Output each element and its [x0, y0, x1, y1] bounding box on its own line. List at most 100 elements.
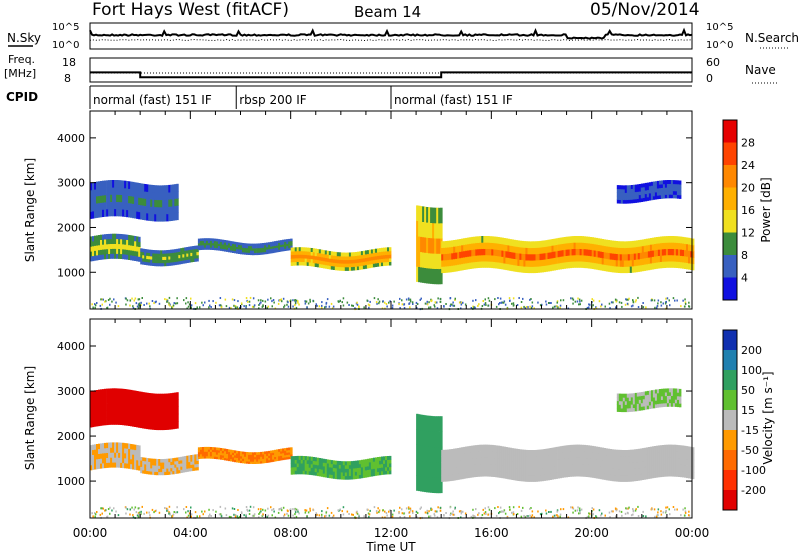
power-cell	[186, 253, 189, 257]
power-cell	[449, 240, 452, 248]
power-cell	[106, 201, 109, 210]
velocity-cell	[240, 451, 243, 455]
power-speckle	[151, 300, 154, 302]
power-cell	[509, 239, 512, 246]
power-speckle	[626, 298, 628, 301]
power-cell	[350, 259, 354, 264]
power-cell	[561, 237, 564, 244]
power-cell	[228, 245, 231, 248]
power-cell	[126, 244, 129, 250]
velocity-cell	[138, 420, 141, 428]
velocity-cell	[529, 475, 532, 482]
velocity-cell	[587, 464, 591, 471]
power-cell	[440, 268, 443, 285]
velocity-speckle	[339, 508, 341, 511]
velocity-cell	[148, 400, 151, 408]
velocity-cell	[377, 457, 380, 461]
power-speckle	[183, 299, 185, 302]
velocity-cell	[629, 468, 633, 476]
power-cell	[659, 261, 663, 269]
colorbar-swatch	[723, 470, 737, 491]
velocity-speckle	[251, 514, 254, 517]
power-cell	[100, 209, 103, 218]
velocity-cell	[90, 405, 93, 413]
velocity-cell	[662, 392, 666, 397]
velocity-cell	[663, 444, 667, 452]
power-cell	[463, 263, 466, 270]
velocity-cell	[553, 459, 556, 467]
power-cell	[142, 198, 145, 206]
power-speckle	[132, 307, 135, 310]
power-speckle	[363, 306, 365, 309]
velocity-cell	[156, 471, 159, 476]
velocity-cell	[322, 462, 326, 467]
velocity-speckle	[286, 512, 288, 515]
velocity-speckle	[171, 515, 173, 518]
power-cell	[646, 182, 650, 187]
velocity-cell	[649, 446, 653, 454]
power-cell	[262, 243, 265, 246]
power-speckle	[501, 301, 504, 304]
velocity-cell	[272, 459, 275, 462]
velocity-cell	[138, 455, 141, 461]
power-cell	[624, 185, 628, 190]
velocity-speckle	[271, 514, 273, 517]
power-cell	[688, 244, 691, 251]
velocity-cell	[535, 468, 538, 476]
velocity-cell	[104, 442, 107, 449]
power-cell	[634, 184, 638, 189]
power-cell	[503, 244, 506, 251]
power-cell	[205, 247, 209, 250]
velocity-cell	[132, 459, 135, 465]
velocity-cell	[635, 474, 639, 481]
power-cell	[254, 243, 257, 247]
power-speckle	[125, 303, 127, 306]
power-cell	[112, 253, 115, 259]
power-speckle	[231, 298, 234, 301]
power-cell	[426, 237, 429, 253]
power-cell	[92, 211, 95, 219]
power-cell	[120, 239, 123, 245]
velocity-cell	[278, 458, 281, 461]
velocity-cell	[199, 447, 203, 450]
velocity-cell	[601, 460, 605, 467]
velocity-cell	[294, 470, 298, 475]
power-speckle	[429, 306, 432, 309]
velocity-cell	[673, 444, 677, 452]
velocity-cell	[531, 462, 534, 470]
power-cell	[623, 253, 627, 261]
velocity-cell	[162, 462, 165, 466]
power-cell	[148, 198, 151, 207]
power-cell	[591, 256, 595, 263]
velocity-cell	[144, 392, 147, 400]
power-cell	[188, 259, 191, 263]
velocity-speckle	[409, 509, 412, 512]
velocity-cell	[631, 474, 635, 482]
velocity-cell	[667, 457, 671, 464]
power-cell	[589, 262, 593, 269]
power-cell	[118, 187, 121, 195]
velocity-speckle	[204, 510, 206, 513]
velocity-cell	[190, 458, 193, 462]
power-cell	[170, 255, 173, 260]
velocity-cell	[418, 414, 421, 430]
power-cell	[132, 245, 135, 251]
velocity-cell	[655, 452, 659, 459]
velocity-cell	[513, 454, 516, 462]
velocity-cell	[194, 457, 197, 462]
power-cell	[573, 236, 576, 243]
velocity-cell	[527, 468, 530, 476]
power-cell	[661, 255, 665, 262]
power-cell	[207, 245, 211, 248]
power-cell	[692, 257, 695, 265]
power-cell	[138, 183, 141, 191]
power-cell	[92, 241, 95, 247]
velocity-cell	[106, 388, 109, 397]
velocity-cell	[525, 468, 528, 476]
x-tick-label: 12:00	[374, 526, 409, 540]
power-cell	[102, 195, 105, 203]
velocity-cell	[549, 466, 552, 474]
power-speckle	[109, 297, 111, 300]
power-cell	[430, 207, 433, 223]
power-cell	[158, 206, 161, 215]
